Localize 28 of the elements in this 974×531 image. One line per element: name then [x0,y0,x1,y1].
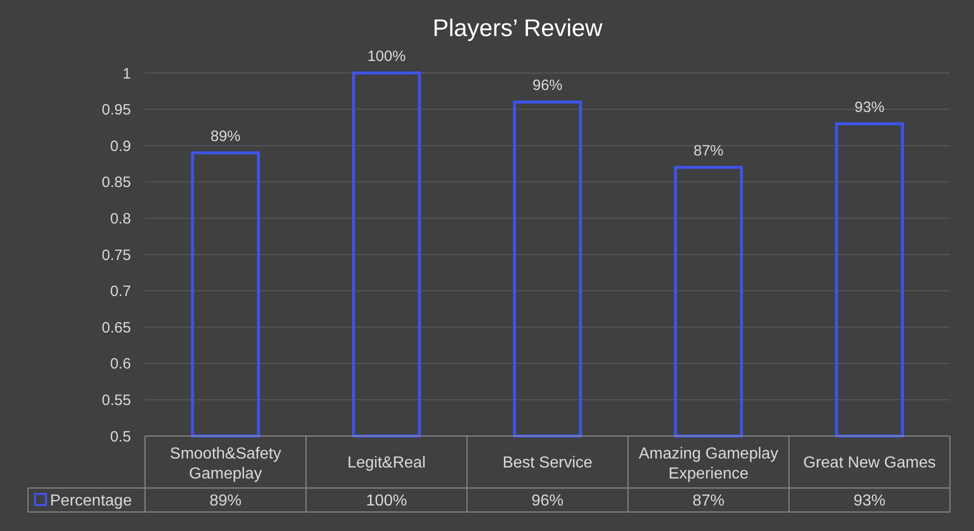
text: 87% [693,142,724,160]
y-tick-label: 0.95 [102,102,131,119]
text: 89% [210,128,241,145]
y-tick-label: 0.65 [102,319,131,336]
x-tick-label: Best Service [502,454,593,472]
x-tick-label: Great New Games [803,454,936,472]
text: 100% [367,48,406,65]
legend-label: Percentage [50,492,132,510]
data-label: 89% [209,492,242,510]
data-label: 96% [531,492,564,510]
data-label: 87% [692,492,725,510]
text: 93% [854,98,885,116]
x-tick-label: Legit&Real [347,454,426,472]
chart-title: Players’ Review [432,15,604,42]
data-label: 93% [853,492,886,510]
y-tick-label: 0.55 [102,392,131,409]
text: 96% [532,77,563,94]
x-tick-label: Amazing Gameplay Experience [638,446,778,483]
data-label: 100% [366,492,407,510]
y-tick-label: 0.5 [110,428,131,446]
y-tick-label: 0.6 [110,356,131,373]
x-tick-label: Smooth&Safety Gameplay [170,446,282,483]
y-tick-label: 0.8 [110,210,131,228]
y-tick-label: 0.85 [102,174,131,192]
y-tick-label: 0.75 [102,246,131,264]
y-tick-label: 1 [122,65,131,82]
y-tick-label: 0.7 [110,283,131,300]
y-tick-label: 0.9 [110,138,131,155]
